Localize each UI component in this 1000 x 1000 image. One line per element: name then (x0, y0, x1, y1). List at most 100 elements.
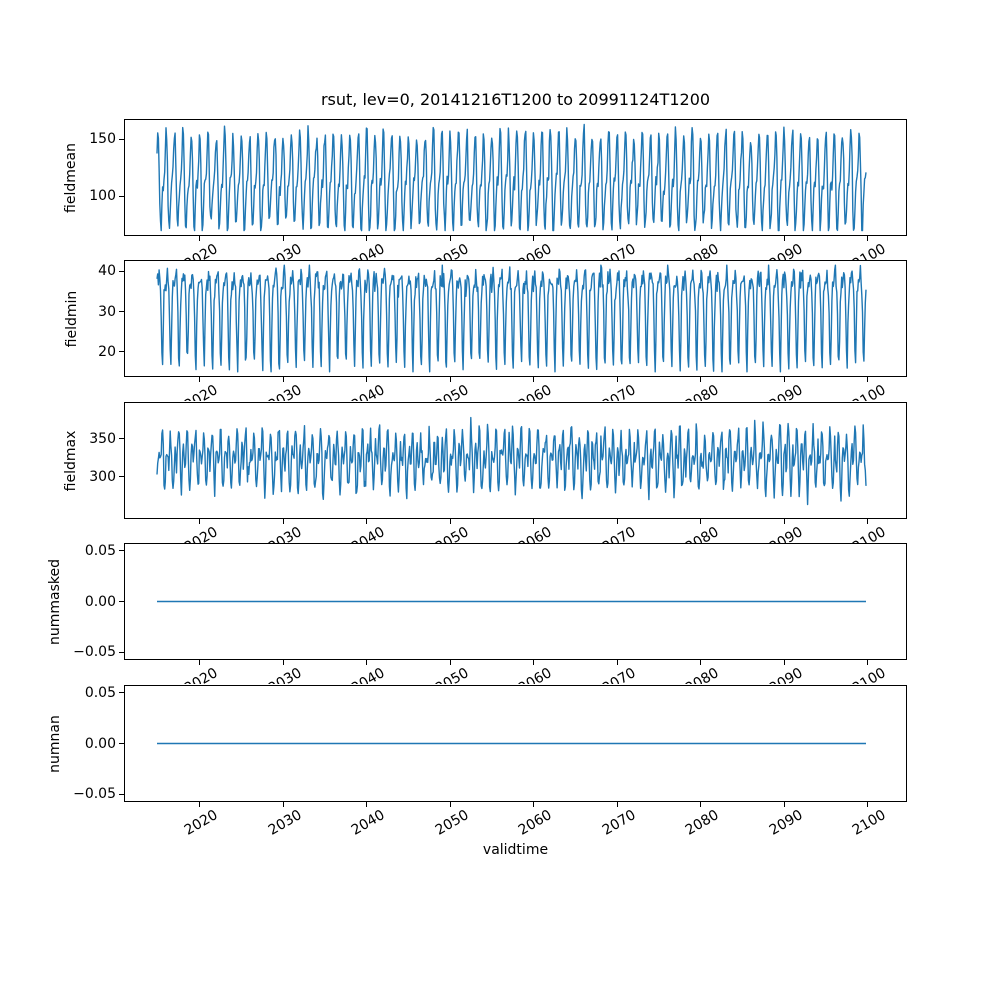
x-tick-mark (366, 377, 368, 382)
y-tick-mark (119, 793, 124, 795)
x-tick-label: 2050 (432, 241, 472, 260)
x-axis-label: validtime (482, 842, 549, 858)
x-tick-mark (449, 802, 451, 807)
x-tick-label-row: 2020 2030 2040 2050 2060 2070 2080 2090 2100 (0, 803, 1000, 843)
x-tick-mark (199, 519, 201, 524)
y-tick-mark (119, 476, 124, 478)
series-plot-fieldmean (156, 123, 867, 232)
series-line (156, 416, 867, 506)
series-line (156, 123, 867, 232)
x-tick-label: 2020 (182, 807, 222, 839)
x-tick-label: 2060 (516, 241, 556, 260)
x-tick-label: 2090 (766, 665, 806, 684)
x-tick-label: 2060 (516, 665, 556, 684)
x-tick-mark (449, 236, 451, 241)
x-tick-mark (867, 802, 868, 807)
x-tick-mark (199, 236, 201, 241)
x-tick-label: 2080 (683, 807, 723, 839)
x-tick-mark (533, 802, 535, 807)
x-tick-mark (199, 660, 201, 665)
y-tick-mark (119, 195, 124, 197)
y-axis-name-numnan: numnan (47, 714, 63, 773)
x-tick-label: 2050 (432, 665, 472, 684)
series-plot-nummasked (157, 600, 866, 603)
x-tick-label: 2080 (683, 241, 723, 260)
x-tick-label: 2100 (850, 382, 889, 401)
x-tick-label: 2020 (182, 524, 222, 543)
x-tick-mark (700, 660, 702, 665)
x-tick-label: 2100 (850, 807, 889, 839)
x-tick-label: 2030 (265, 382, 305, 401)
y-tick-mark (119, 601, 124, 602)
y-axis-name-fieldmean: fieldmean (62, 142, 79, 213)
y-tick-mark (119, 438, 124, 440)
x-tick-label: 2070 (599, 241, 639, 260)
x-tick-label: 2040 (349, 665, 389, 684)
x-tick-label: 2030 (265, 524, 305, 543)
x-tick-mark (700, 236, 702, 241)
x-tick-label: 2040 (349, 524, 389, 543)
x-tick-mark (533, 660, 535, 665)
axes-fieldmean (124, 119, 907, 236)
x-tick-label: 2050 (432, 807, 472, 839)
x-tick-label: 2060 (516, 807, 556, 839)
x-tick-mark (616, 519, 618, 524)
x-tick-mark (783, 236, 785, 241)
y-axis-name-nummasked: nummasked (47, 558, 63, 645)
axes-nummasked (124, 543, 907, 660)
x-tick-label-row: 2020 2030 2040 2050 2060 2070 2080 2090 2100 (0, 378, 1000, 401)
x-tick-mark (867, 660, 868, 665)
y-tick-label: 40 (98, 263, 116, 280)
y-tick-mark (119, 550, 124, 552)
y-tick-label: −0.05 (73, 786, 116, 803)
x-tick-label: 2050 (432, 524, 472, 543)
series-plot-fieldmin (156, 264, 867, 373)
x-tick-mark (783, 519, 785, 524)
x-tick-mark (282, 519, 284, 524)
x-tick-label: 2070 (599, 382, 639, 401)
x-tick-mark (616, 660, 618, 665)
x-tick-label: 2050 (432, 382, 472, 401)
x-tick-mark (533, 519, 535, 524)
axes-numnan (124, 685, 907, 802)
x-tick-mark (783, 660, 785, 665)
x-tick-label: 2100 (850, 241, 889, 260)
axes-fieldmin (124, 260, 907, 377)
y-tick-label: 0.05 (84, 684, 116, 701)
x-tick-mark (533, 377, 535, 382)
x-tick-label: 2080 (683, 524, 723, 543)
x-tick-mark (366, 519, 368, 524)
x-tick-label-row: 2020 2030 2040 2050 2060 2070 2080 2090 2100 (0, 661, 1000, 684)
x-tick-label: 2090 (766, 382, 806, 401)
x-tick-mark (199, 802, 201, 807)
y-tick-label: 0.05 (84, 542, 116, 559)
chart-title: rsut, lev=0, 20141216T1200 to 20991124T1… (320, 90, 711, 109)
x-tick-label: 2090 (766, 807, 806, 839)
x-tick-mark (366, 802, 368, 807)
x-tick-label: 2060 (516, 382, 556, 401)
x-tick-mark (282, 236, 284, 241)
axes-fieldmax (124, 402, 907, 519)
y-tick-label: 300 (89, 468, 116, 485)
x-tick-mark (700, 519, 702, 524)
x-tick-label: 2040 (349, 241, 389, 260)
x-tick-label: 2020 (182, 665, 222, 684)
x-tick-label: 2080 (683, 665, 723, 684)
y-axis-name-fieldmax: fieldmax (62, 430, 79, 491)
x-tick-label: 2030 (265, 807, 305, 839)
x-tick-mark (449, 660, 451, 665)
x-tick-mark (449, 377, 451, 382)
x-tick-label: 2070 (599, 807, 639, 839)
y-tick-mark (119, 270, 124, 272)
x-tick-mark (616, 377, 618, 382)
x-tick-label: 2020 (182, 382, 222, 401)
y-tick-mark (119, 692, 124, 694)
series-line (156, 264, 867, 373)
x-tick-mark (533, 236, 535, 241)
x-tick-mark (199, 377, 201, 382)
x-tick-mark (282, 377, 284, 382)
x-tick-label: 2070 (599, 524, 639, 543)
y-tick-mark (119, 138, 124, 140)
x-tick-label: 2080 (683, 382, 723, 401)
